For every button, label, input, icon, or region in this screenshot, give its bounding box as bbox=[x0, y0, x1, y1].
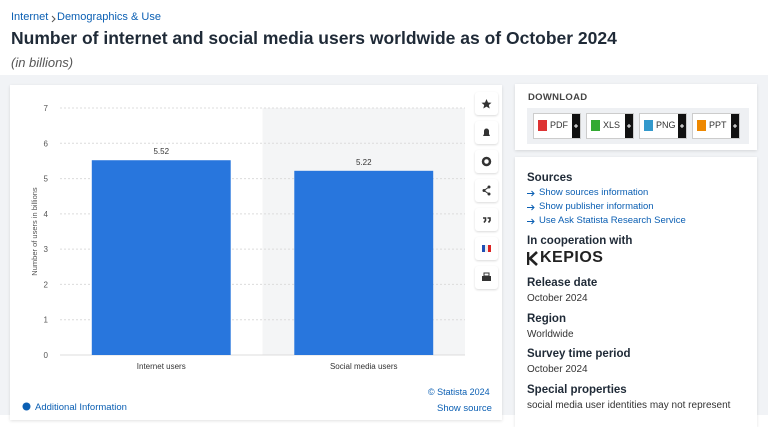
sources-title: Sources bbox=[527, 172, 573, 184]
file-icon bbox=[538, 120, 547, 131]
download-button[interactable]: PPT bbox=[692, 113, 740, 139]
value-label: 5.52 bbox=[153, 147, 169, 156]
detail-value: October 2024 bbox=[527, 364, 588, 375]
file-icon bbox=[644, 120, 653, 131]
info-icon bbox=[22, 402, 31, 411]
bar bbox=[91, 160, 231, 355]
arrow-icon bbox=[527, 190, 535, 197]
x-tick-label: Internet users bbox=[137, 362, 186, 371]
y-tick-label: 1 bbox=[44, 316, 49, 325]
x-tick-label: Social media users bbox=[330, 362, 398, 371]
additional-info-link[interactable]: Additional Information bbox=[35, 402, 127, 413]
value-label: 5.22 bbox=[356, 158, 372, 167]
y-tick-label: 0 bbox=[44, 351, 49, 360]
detail-label: Release date bbox=[527, 277, 598, 289]
plus-icon bbox=[625, 114, 633, 138]
plus-icon bbox=[678, 114, 686, 138]
detail-value: Worldwide bbox=[527, 328, 574, 340]
y-tick-label: 2 bbox=[44, 280, 49, 289]
y-axis-label: Number of users in billions bbox=[30, 187, 39, 276]
bar bbox=[294, 170, 434, 355]
format-label: PNG bbox=[656, 120, 676, 130]
source-link[interactable]: Use Ask Statista Research Service bbox=[539, 215, 686, 226]
partner-name: KEPIOS bbox=[540, 249, 604, 266]
info-panel bbox=[515, 157, 757, 427]
cite-button[interactable] bbox=[475, 208, 498, 231]
download-button[interactable]: PDF bbox=[533, 113, 581, 139]
favorite-button[interactable] bbox=[475, 92, 498, 115]
file-icon bbox=[591, 120, 600, 131]
detail-label: Special properties bbox=[527, 383, 627, 396]
page: Internet Demographics & Use Number of in… bbox=[0, 11, 768, 415]
format-label: XLS bbox=[603, 120, 621, 130]
subtitle: (in billions) bbox=[11, 55, 74, 70]
page-title: Number of internet and social media user… bbox=[11, 28, 617, 48]
copyright[interactable]: © Statista 2024 bbox=[428, 387, 490, 397]
plus-icon bbox=[572, 114, 580, 138]
detail-label: Region bbox=[527, 312, 566, 325]
alert-button[interactable] bbox=[475, 121, 498, 144]
settings-button[interactable] bbox=[475, 150, 498, 173]
detail-value: social media user identities may not rep… bbox=[527, 399, 731, 411]
show-source-link[interactable]: Show source bbox=[437, 403, 492, 414]
source-link[interactable]: Show publisher information bbox=[539, 201, 654, 212]
arrow-icon bbox=[527, 204, 535, 211]
breadcrumb-link[interactable]: Demographics & Use bbox=[57, 11, 161, 23]
y-tick-label: 7 bbox=[44, 104, 49, 113]
detail-label: Survey time period bbox=[527, 348, 631, 360]
plus-icon bbox=[731, 114, 739, 138]
print-button[interactable] bbox=[475, 266, 498, 289]
breadcrumb-link[interactable]: Internet bbox=[11, 11, 49, 23]
partner-logo-mark bbox=[527, 251, 538, 266]
y-tick-label: 4 bbox=[44, 210, 49, 219]
y-tick-label: 5 bbox=[44, 175, 49, 184]
chart: 0 1 2 3 4 5 6 7 Number of users in billions Inter… bbox=[30, 104, 465, 371]
format-label: PPT bbox=[709, 120, 727, 130]
file-icon bbox=[697, 120, 706, 131]
language-button[interactable] bbox=[475, 237, 498, 260]
source-link[interactable]: Show sources information bbox=[539, 187, 649, 198]
y-tick-label: 3 bbox=[44, 245, 49, 254]
format-label: PDF bbox=[550, 120, 568, 130]
y-tick-label: 6 bbox=[44, 139, 49, 148]
download-button[interactable]: XLS bbox=[586, 113, 634, 139]
arrow-icon bbox=[527, 218, 535, 225]
download-button[interactable]: PNG bbox=[639, 113, 687, 139]
share-button[interactable] bbox=[475, 179, 498, 202]
breadcrumb-separator bbox=[51, 15, 56, 23]
download-title: DOWNLOAD bbox=[528, 92, 588, 103]
cooperation-title: In cooperation with bbox=[527, 235, 633, 247]
detail-value: October 2024 bbox=[527, 293, 588, 304]
